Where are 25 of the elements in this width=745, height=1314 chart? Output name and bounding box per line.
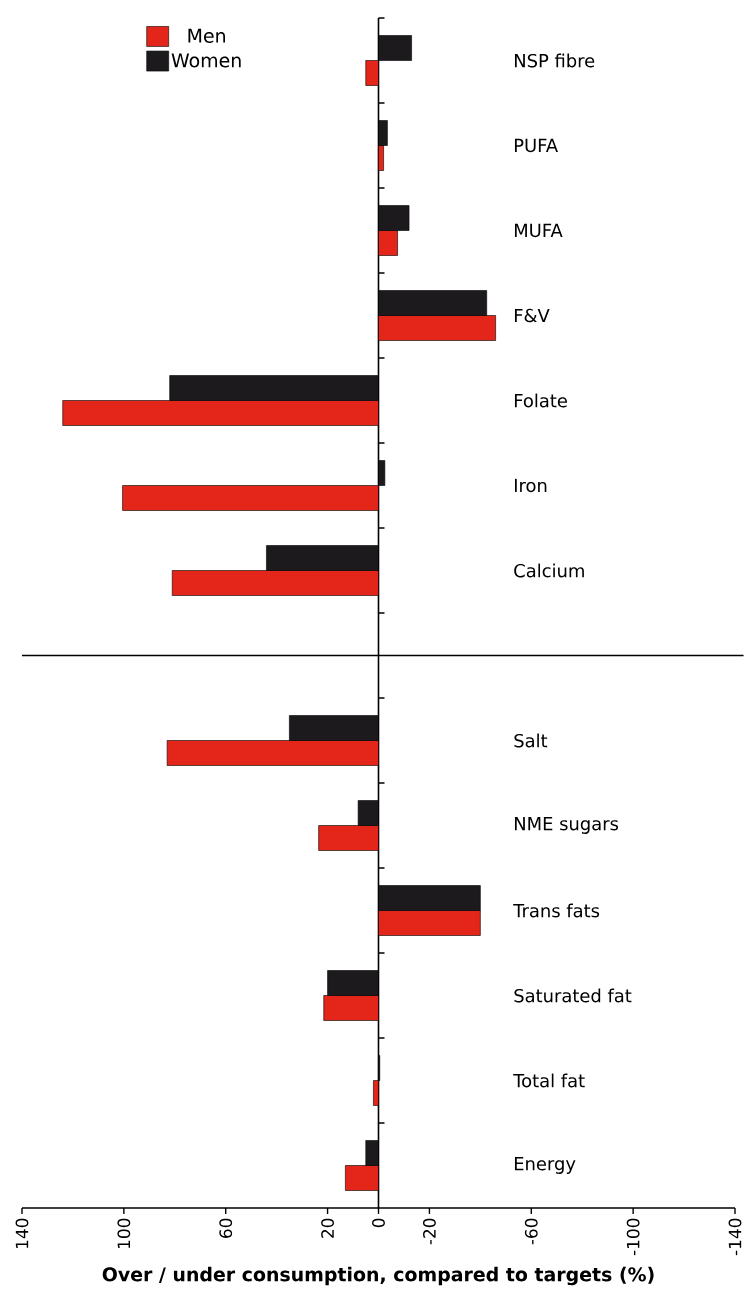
y-tick-label: Saturated fat [514,988,632,1003]
y-tick-label: PUFA [515,138,559,153]
y-tick-label: NSP fibre [515,53,595,68]
y-tick-label: Salt [514,733,548,748]
y-tick-label: NME sugars [515,817,619,834]
x-tick-label: 100 [117,1218,131,1248]
y-tick-label: MUFA [515,223,563,238]
y-tick-label: Energy [515,1157,576,1174]
x-tick-label: 0 [372,1218,386,1228]
legend-label: Women [171,53,241,68]
y-tick-label: Trans fats [513,903,600,918]
y-tick-label: Calcium [514,563,585,578]
x-tick-label: 140 [15,1218,29,1248]
x-tick-label: 60 [219,1218,233,1238]
x-tick-label: -60 [525,1218,538,1245]
x-tick-label: 20 [321,1218,335,1238]
x-tick-label: -140 [728,1218,742,1256]
x-axis-title: Over / under consumption, compared to targets (%) [102,1266,654,1286]
y-tick-label: Total fat [513,1073,585,1088]
x-tick-label: -20 [423,1218,436,1245]
y-tick-label: Folate [515,393,568,408]
y-tick-label: F&V [515,308,550,323]
legend-label: Men [188,28,226,43]
y-tick-label: Iron [515,478,547,493]
x-tick-label: -100 [626,1218,640,1256]
